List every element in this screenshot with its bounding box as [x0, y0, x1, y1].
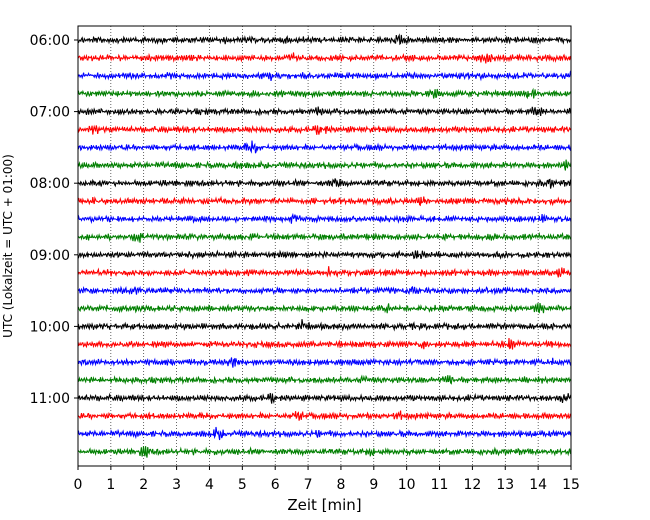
seismogram-trace — [77, 392, 572, 404]
seismogram-trace — [77, 212, 572, 225]
seismogram-trace — [77, 303, 572, 314]
x-tick-label: 15 — [562, 477, 580, 493]
seismogram-trace — [77, 159, 572, 171]
x-tick-label: 4 — [205, 477, 214, 493]
seismogram-trace — [77, 52, 572, 64]
y-tick-label: 11:00 — [30, 391, 70, 407]
x-tick-label: 1 — [106, 477, 115, 493]
seismogram-traces — [77, 33, 572, 458]
x-tick-label: 14 — [529, 477, 547, 493]
y-tick-label: 06:00 — [30, 33, 70, 49]
seismogram-trace — [77, 106, 572, 117]
seismogram-trace — [77, 337, 572, 350]
seismogram-trace — [77, 70, 572, 82]
x-tick-label: 10 — [398, 477, 416, 493]
seismogram-trace — [77, 266, 572, 278]
seismogram-trace — [77, 140, 572, 154]
y-axis-label: UTC (Lokalzeit = UTC + 01:00) — [1, 154, 15, 338]
y-tick-label: 08:00 — [30, 176, 70, 192]
y-axis-ticks: 06:00 07:00 08:00 09:00 10:00 11:00 — [30, 33, 78, 407]
seismogram-trace — [77, 33, 572, 46]
seismogram-trace — [77, 195, 572, 207]
y-tick-label: 10:00 — [30, 319, 70, 335]
seismogram-trace — [77, 177, 572, 189]
seismogram-trace — [77, 249, 572, 261]
x-tick-label: 0 — [74, 477, 83, 493]
x-tick-label: 11 — [431, 477, 449, 493]
x-axis-label: Zeit [min] — [287, 496, 361, 514]
seismogram-trace — [77, 426, 572, 441]
seismogram-trace — [77, 410, 572, 421]
x-tick-label: 7 — [304, 477, 313, 493]
x-axis-ticks: 0 1 2 3 4 5 6 7 8 9 10 11 12 13 14 15 — [74, 466, 580, 493]
x-tick-label: 3 — [172, 477, 181, 493]
x-tick-label: 2 — [139, 477, 148, 493]
x-tick-label: 12 — [463, 477, 481, 493]
x-tick-label: 9 — [369, 477, 378, 493]
y-tick-label: 09:00 — [30, 248, 70, 264]
plot-frame — [77, 25, 572, 467]
x-tick-label: 13 — [496, 477, 514, 493]
seismogram-trace — [77, 374, 572, 385]
seismogram-trace — [77, 285, 572, 296]
vertical-grid — [110, 26, 539, 466]
seismogram-trace — [77, 87, 572, 100]
x-tick-label: 8 — [336, 477, 345, 493]
x-tick-label: 5 — [238, 477, 247, 493]
seismogram-trace — [77, 357, 572, 368]
x-tick-label: 6 — [271, 477, 280, 493]
seismogram-trace — [77, 231, 572, 243]
seismogram-trace — [77, 446, 572, 458]
seismogram-trace — [77, 124, 572, 135]
y-tick-label: 07:00 — [30, 105, 70, 121]
seismogram-trace — [77, 319, 572, 332]
